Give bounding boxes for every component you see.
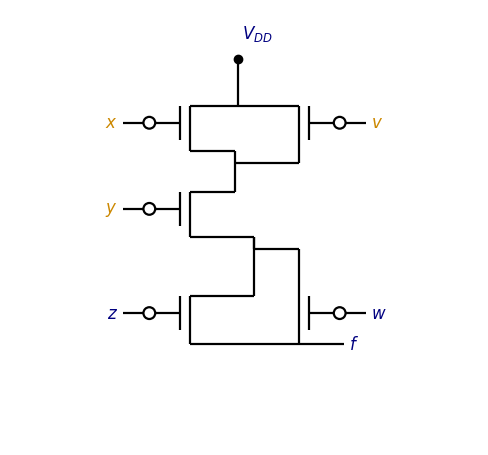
Text: $z$: $z$ — [106, 305, 117, 322]
Text: $w$: $w$ — [371, 305, 386, 322]
Text: $x$: $x$ — [105, 115, 117, 132]
Text: $y$: $y$ — [105, 201, 117, 218]
Text: $v$: $v$ — [371, 115, 383, 132]
Text: $\mathit{V}_{\mathit{DD}}$: $\mathit{V}_{\mathit{DD}}$ — [242, 25, 272, 44]
Text: $f$: $f$ — [348, 335, 358, 353]
